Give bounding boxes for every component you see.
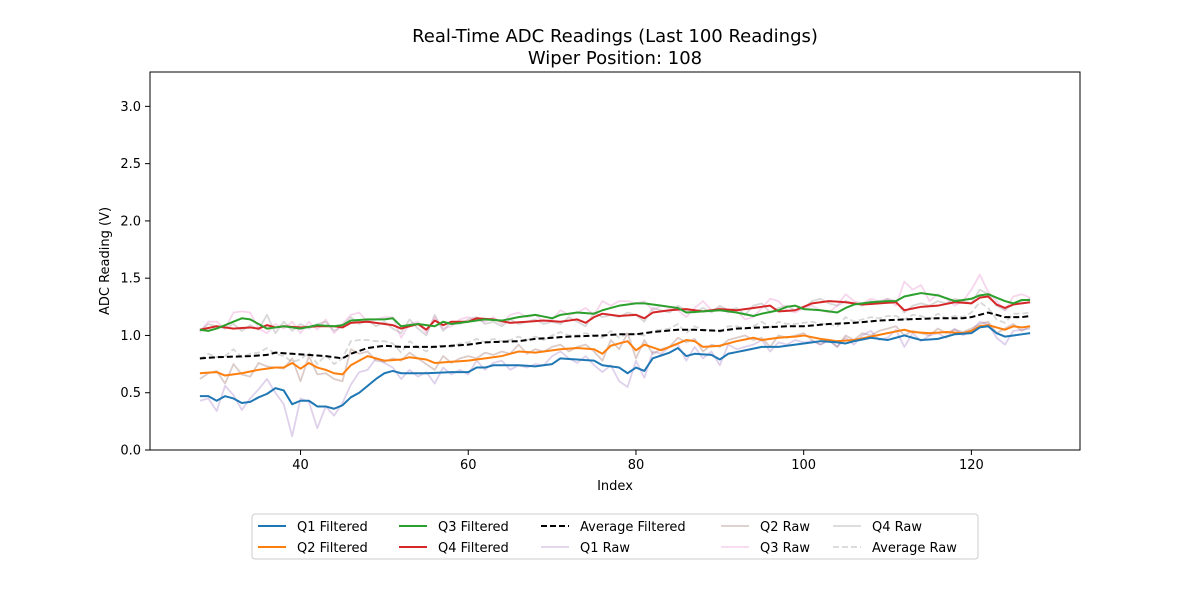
y-tick-label: 2.5 <box>120 157 141 172</box>
chart-title: Real-Time ADC Readings (Last 100 Reading… <box>412 26 818 47</box>
y-tick-label: 2.0 <box>120 214 141 229</box>
y-tick-label: 1.0 <box>120 329 141 344</box>
y-tick-label: 1.5 <box>120 272 141 287</box>
y-tick-label: 0.5 <box>120 386 141 401</box>
x-tick-label: 60 <box>460 458 477 473</box>
legend-label-q1-raw: Q1 Raw <box>580 541 630 556</box>
legend-label-q3-raw: Q3 Raw <box>760 541 810 556</box>
series-line-q4-filtered <box>199 295 1031 331</box>
x-axis-label: Index <box>597 479 633 494</box>
legend-label-q4-raw: Q4 Raw <box>872 520 922 535</box>
series-line-q1-filtered <box>199 325 1031 410</box>
legend-label-q4-filtered: Q4 Filtered <box>438 541 509 556</box>
legend: Q1 Filtered Q2 Filtered Q3 Filtered Q4 Filt… <box>251 513 979 560</box>
y-axis: 0.0 0.5 1.0 1.5 2.0 2.5 3.0 <box>120 100 150 459</box>
legend-label-average-raw: Average Raw <box>872 541 957 556</box>
y-axis-label: ADC Reading (V) <box>98 207 113 315</box>
legend-box <box>251 513 979 560</box>
legend-label-average-filtered: Average Filtered <box>580 520 686 535</box>
legend-label-q3-filtered: Q3 Filtered <box>438 520 509 535</box>
y-tick-label: 0.0 <box>120 444 141 459</box>
x-tick-label: 40 <box>292 458 309 473</box>
y-tick-label: 3.0 <box>120 100 141 115</box>
x-tick-label: 120 <box>959 458 984 473</box>
series-layer <box>199 273 1031 438</box>
x-tick-label: 80 <box>628 458 645 473</box>
series-line-q3-filtered <box>199 292 1031 332</box>
legend-label-q2-filtered: Q2 Filtered <box>297 541 368 556</box>
x-tick-label: 100 <box>791 458 816 473</box>
series-line-q1-raw <box>199 320 1031 438</box>
series-line-q2-filtered <box>199 324 1031 377</box>
legend-label-q2-raw: Q2 Raw <box>760 520 810 535</box>
legend-label-q1-filtered: Q1 Filtered <box>297 520 368 535</box>
chart-subtitle: Wiper Position: 108 <box>528 48 702 69</box>
series-line-average-filtered <box>199 311 1031 360</box>
x-axis: 40 60 80 100 120 <box>292 450 984 473</box>
plot-frame <box>149 71 1081 451</box>
